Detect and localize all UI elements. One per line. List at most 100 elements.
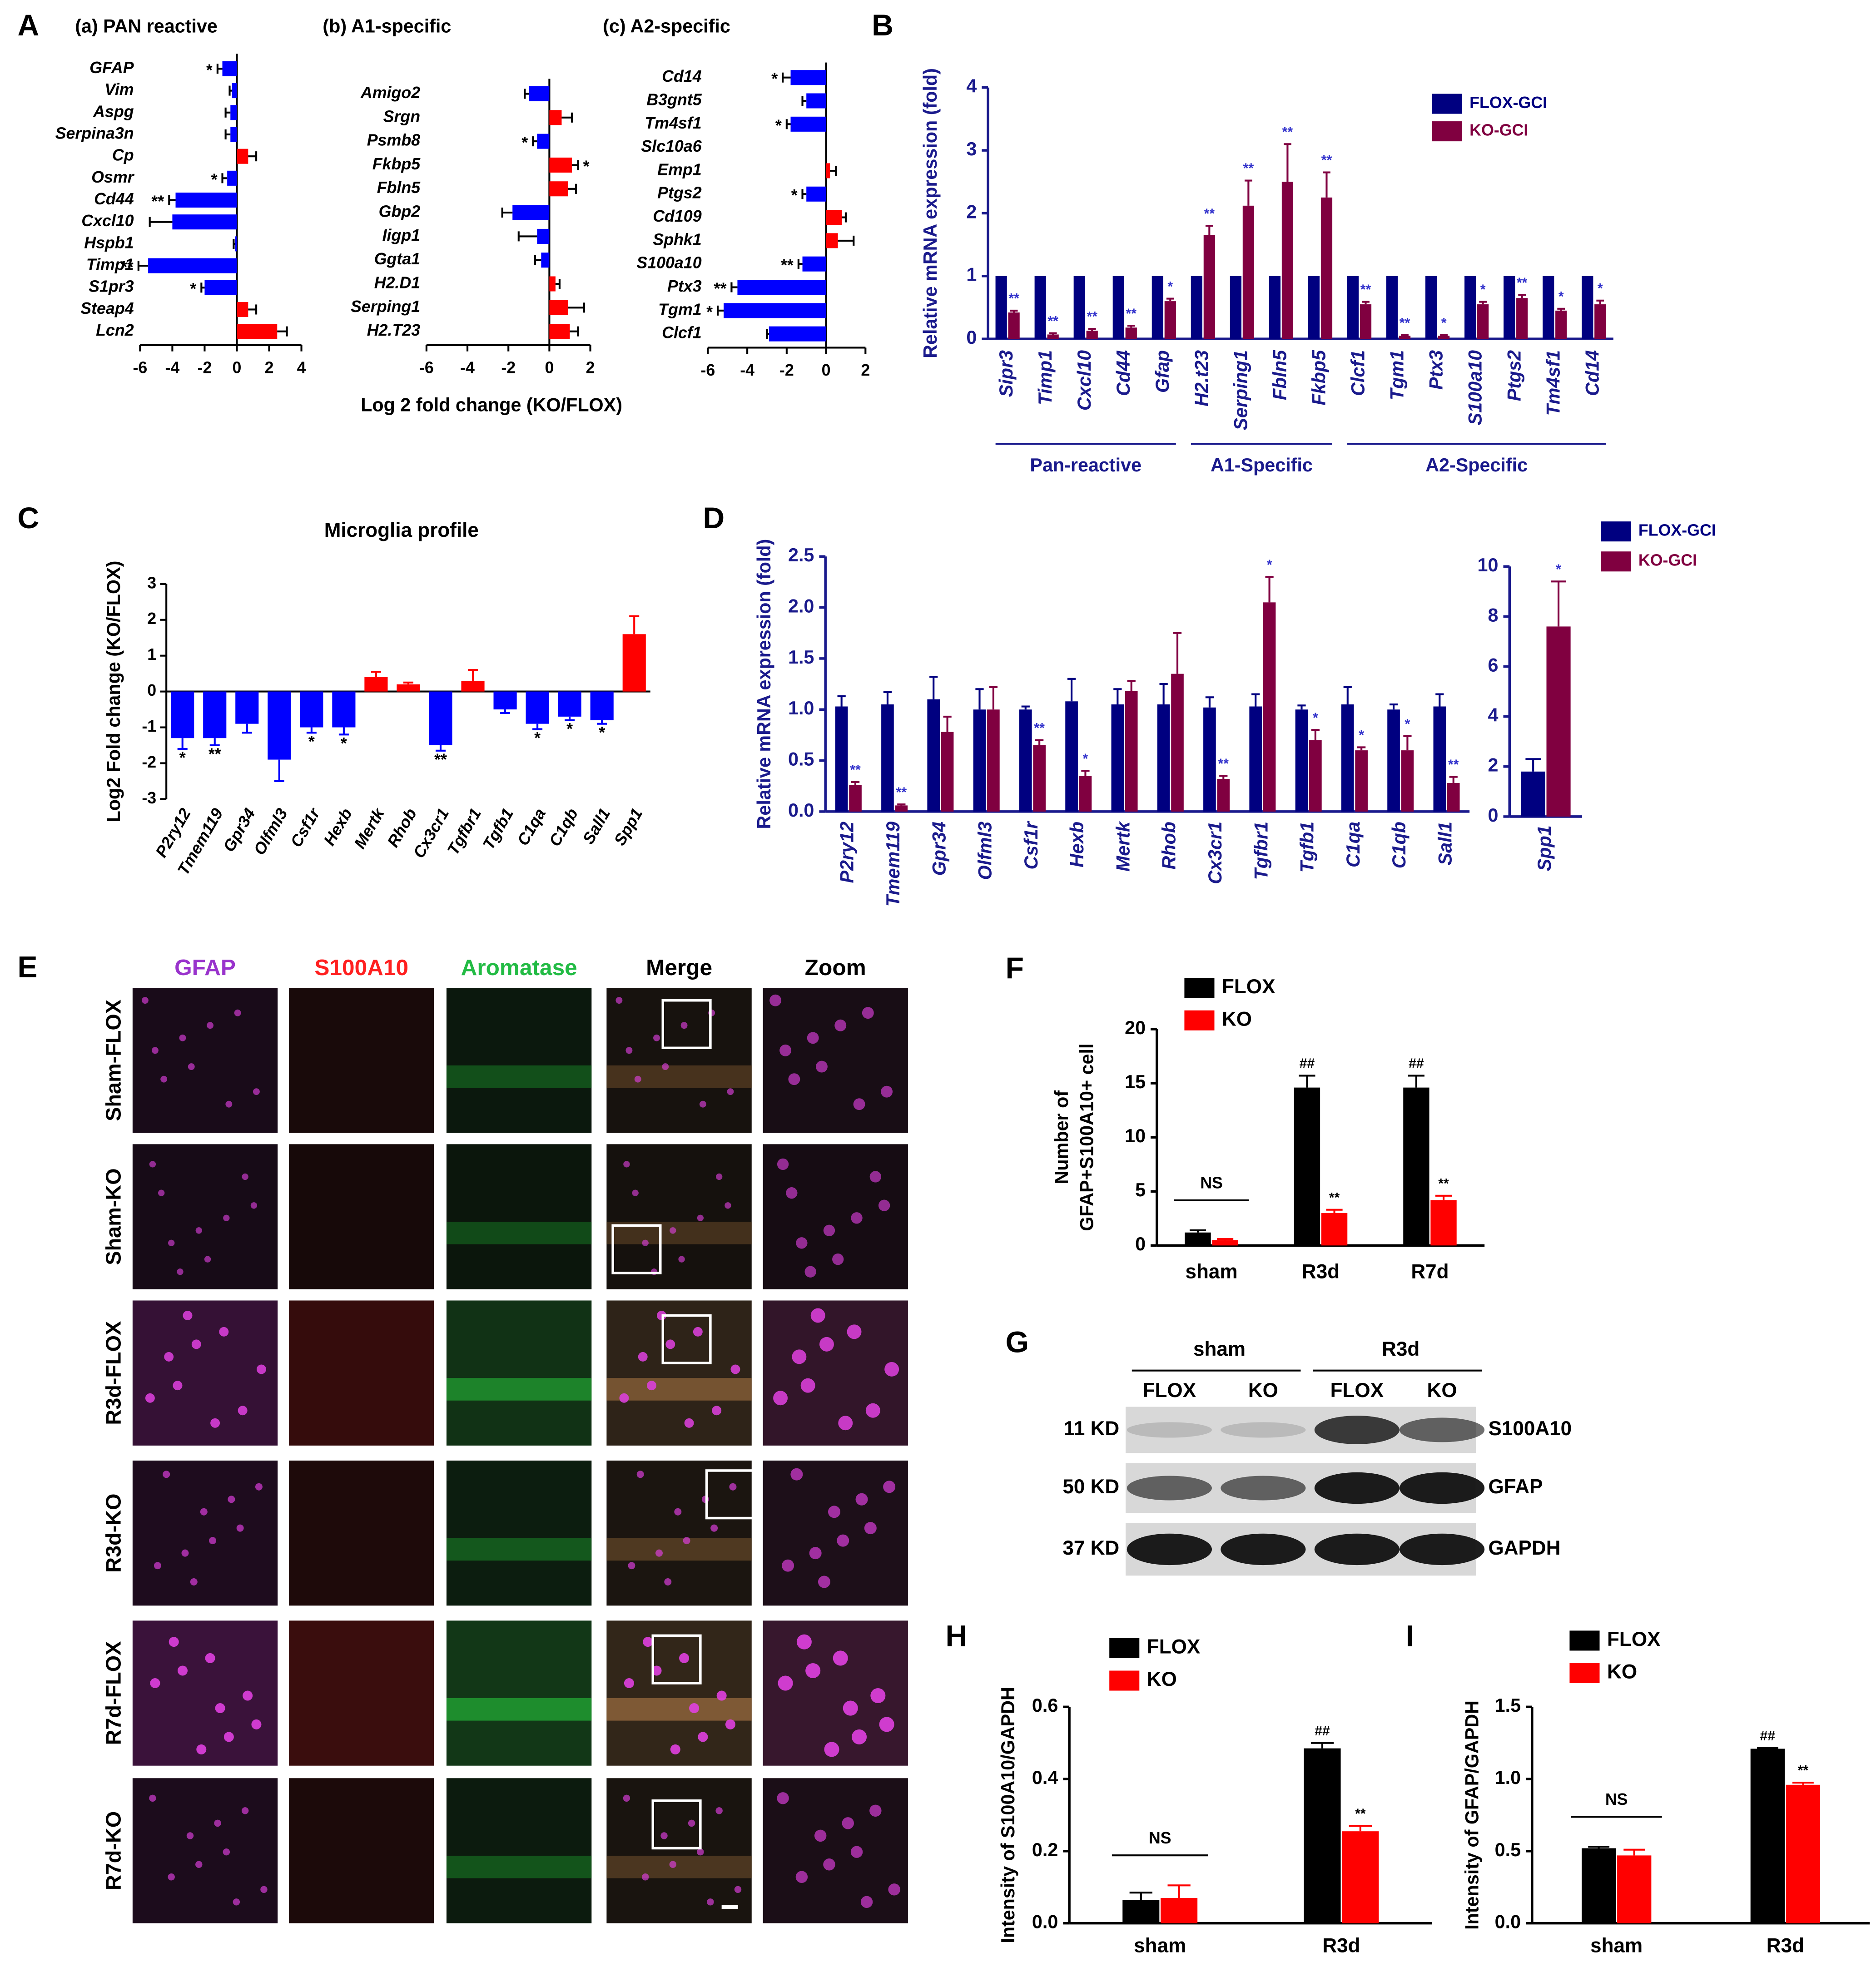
- micrograph: [289, 1300, 434, 1446]
- bar: [1203, 235, 1215, 339]
- category-label: Serping1: [351, 297, 420, 316]
- y-tick-label: 0: [147, 681, 156, 699]
- significance-label: **: [1360, 282, 1371, 297]
- astrocyte: [725, 1719, 735, 1729]
- micrograph: [606, 1144, 752, 1289]
- significance-label: **: [121, 258, 134, 276]
- cell-layer: [606, 1698, 752, 1721]
- x-tick-label: 2: [586, 359, 595, 377]
- column-header: Aromatase: [461, 955, 577, 980]
- significance-label: **: [1355, 1807, 1366, 1822]
- micrograph: [132, 1460, 278, 1606]
- bar: [1294, 1087, 1320, 1246]
- bar: [1387, 709, 1400, 812]
- significance-label: *: [706, 303, 713, 321]
- blot-group: R3d: [1382, 1338, 1419, 1360]
- x-tick-label: -4: [165, 359, 179, 377]
- bar: [1401, 750, 1414, 812]
- micrograph: [289, 1144, 434, 1289]
- cell-layer: [446, 1855, 592, 1878]
- bar: [171, 691, 194, 738]
- astrocyte: [688, 1819, 695, 1827]
- bar: [806, 186, 826, 202]
- astrocyte: [734, 1886, 742, 1893]
- bar: [1122, 1900, 1160, 1923]
- significance-label: **: [714, 279, 727, 297]
- astrocyte: [710, 1524, 718, 1532]
- bar: [1464, 276, 1476, 339]
- bar: [826, 233, 838, 248]
- category-label: Cxcl10: [1074, 350, 1095, 411]
- significance-label: **: [434, 750, 447, 768]
- astrocyte: [624, 1678, 634, 1689]
- astrocyte: [253, 1088, 260, 1095]
- column-header: GFAP: [174, 955, 236, 980]
- lane-label: FLOX: [1143, 1379, 1196, 1402]
- blot-band: [1314, 1416, 1400, 1444]
- astrocyte: [778, 1675, 793, 1691]
- significance-label: **: [1126, 306, 1137, 321]
- bar: [1304, 1748, 1341, 1923]
- y-axis-label: Relative mRNA expression (fold): [920, 68, 941, 358]
- bar: [549, 276, 556, 292]
- astrocyte: [636, 1471, 644, 1478]
- category-label: Ptx3: [667, 277, 702, 295]
- astrocyte: [642, 1239, 649, 1246]
- micrograph: [446, 988, 592, 1133]
- x-tick-label: -6: [700, 361, 715, 379]
- category-label: Osmr: [91, 168, 135, 186]
- category-label: C1qa: [1343, 822, 1364, 867]
- bar: [1230, 276, 1242, 339]
- astrocyte: [883, 1481, 896, 1493]
- column-header: Zoom: [805, 955, 866, 980]
- significance-label: **: [1243, 161, 1254, 176]
- astrocyte: [782, 1559, 794, 1572]
- bar: [1157, 704, 1170, 812]
- bar: [1582, 1848, 1616, 1923]
- astrocyte: [210, 1418, 220, 1428]
- significance-label: **: [1798, 1763, 1809, 1778]
- blot-band: [1127, 1533, 1212, 1566]
- y-tick-label: 1.5: [788, 647, 814, 668]
- astrocyte: [807, 1032, 819, 1044]
- x-tick-label: -2: [501, 359, 516, 377]
- category-label: sham: [1186, 1261, 1238, 1283]
- bar: [1263, 602, 1276, 812]
- astrocyte: [655, 1549, 663, 1557]
- astrocyte: [154, 1562, 161, 1570]
- y-tick-label: -1: [142, 717, 156, 735]
- row-label: R7d-KO: [102, 1811, 125, 1890]
- significance-label: *: [1598, 281, 1603, 296]
- astrocyte: [855, 1493, 868, 1506]
- astrocyte: [678, 1256, 685, 1263]
- y-axis-label: Intensity of GFAP/GAPDH: [1461, 1700, 1482, 1930]
- astrocyte: [851, 1212, 863, 1224]
- bar: [826, 210, 842, 225]
- category-label: Gfap: [1152, 350, 1173, 393]
- cell-layer: [606, 1378, 752, 1401]
- bar: [1185, 1232, 1211, 1246]
- legend-label: FLOX: [1222, 976, 1275, 998]
- y-tick-label: 1: [147, 645, 156, 664]
- micrograph: [132, 1144, 278, 1289]
- astrocyte: [832, 1253, 844, 1265]
- category-label: Mertk: [1112, 821, 1133, 872]
- bar: [222, 61, 237, 76]
- astrocyte: [796, 1634, 812, 1650]
- bar: [172, 214, 237, 230]
- bar: [268, 691, 291, 760]
- legend-label: FLOX: [1607, 1628, 1660, 1650]
- significance-label: ##: [1760, 1729, 1776, 1744]
- zoom-box: [661, 999, 712, 1050]
- bar: [175, 193, 237, 208]
- category-label: Fkbp5: [372, 155, 421, 173]
- bar: [1320, 197, 1333, 339]
- x-tick-label: 2: [861, 361, 870, 379]
- bar: [1086, 331, 1098, 339]
- significance-label: **: [1438, 1176, 1449, 1191]
- category-label: Ptgs2: [1504, 350, 1525, 401]
- bar: [1034, 276, 1046, 339]
- y-axis-label: Number of: [1051, 1090, 1072, 1184]
- micrograph: [606, 1620, 752, 1766]
